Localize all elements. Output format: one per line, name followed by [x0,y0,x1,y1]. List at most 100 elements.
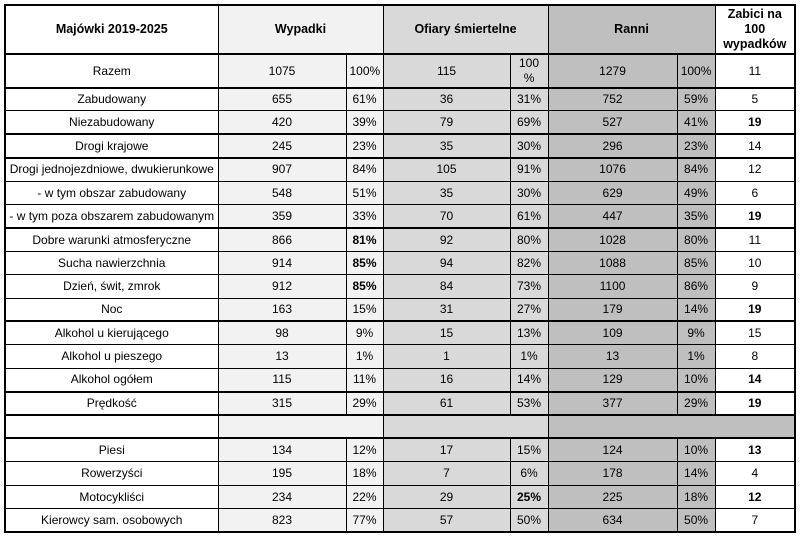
table-row: Drogi jednojezdniowe, dwukierunkowe 907 84… [4,157,796,182]
cell-wypadki-pct: 85% [345,274,384,299]
table-row: Dobre warunki atmosferyczne 866 81% 92 80% 10… [4,227,796,252]
cell-wypadki-pct: 22% [345,484,384,510]
cell-ofiary-pct: 69% [509,110,549,136]
table-row: Piesi 134 12% 17 15% 124 10% 13 [4,437,796,463]
cell-wypadki-value: 115 [217,367,347,393]
cell-wypadki-value: 315 [217,391,347,417]
cell-label: Alkohol u kierującego [4,320,219,346]
spacer-cell [382,414,549,440]
cell-label: Noc [4,297,219,323]
cell-zabici-value: 8 [714,344,796,369]
cell-wypadki-pct: 12% [345,437,384,463]
table-row: - w tym poza obszarem zabudowanym 359 33% 7… [4,203,796,229]
cell-wypadki-value: 548 [217,180,347,206]
cell-wypadki-value: 907 [217,157,347,182]
cell-zabici-value: 12 [714,157,796,182]
cell-ofiary-pct: 30% [509,133,549,159]
spacer-row [4,414,796,440]
cell-wypadki-value: 420 [217,110,347,136]
cell-ofiary-value: 17 [382,437,511,463]
table-row: Zabudowany 655 61% 36 31% 752 59% 5 [4,87,796,112]
cell-ranni-value: 124 [547,437,678,463]
table-row: - w tym obszar zabudowany 548 51% 35 30% 629 4… [4,180,796,206]
cell-wypadki-pct: 51% [345,180,384,206]
cell-ranni-pct: 35% [676,203,716,229]
cell-label: Rowerzyści [4,461,219,486]
cell-zabici-value: 4 [714,461,796,486]
cell-ranni-value: 447 [547,203,678,229]
table-row: Drogi krajowe 245 23% 35 30% 296 23% 14 [4,133,796,159]
cell-ofiary-pct: 31% [509,87,549,112]
cell-ranni-value: 179 [547,297,678,323]
cell-wypadki-value: 359 [217,203,347,229]
cell-ofiary-value: 92 [382,227,511,252]
cell-wypadki-value: 234 [217,484,347,510]
cell-ranni-pct: 86% [676,274,716,299]
cell-ofiary-pct: 15% [509,437,549,463]
cell-ranni-pct: 85% [676,250,716,276]
cell-ofiary-value: 84 [382,274,511,299]
cell-zabici-value: 7 [714,508,796,533]
table-row: Prędkość 315 29% 61 53% 377 29% 19 [4,391,796,417]
cell-zabici-value: 14 [714,367,796,393]
cell-ofiary-value: 70 [382,203,511,229]
cell-ofiary-pct: 1% [509,344,549,369]
table-row: Noc 163 15% 31 27% 179 14% 19 [4,297,796,323]
cell-label: Piesi [4,437,219,463]
cell-ofiary-pct: 91% [509,157,549,182]
cell-ranni-pct: 1% [676,344,716,369]
cell-wypadki-pct: 61% [345,87,384,112]
cell-ofiary-value: 35 [382,133,511,159]
statistics-table: Majówki 2019-2025 Wypadki Ofiary śmierte… [4,4,797,533]
cell-ofiary-value: 35 [382,180,511,206]
cell-ranni-value: 377 [547,391,678,417]
cell-zabici-value: 19 [714,297,796,323]
cell-ranni-value: 13 [547,344,678,369]
cell-label: Drogi jednojezdniowe, dwukierunkowe [4,157,219,182]
cell-ranni-pct: 14% [676,297,716,323]
cell-ofiary-pct: 6% [509,461,549,486]
cell-ranni-value: 634 [547,508,678,533]
cell-wypadki-pct: 85% [345,250,384,276]
cell-zabici-value: 6 [714,180,796,206]
cell-ranni-value: 1100 [547,274,678,299]
spacer-cell [547,414,796,440]
spacer-cell [217,414,384,440]
table-row: Motocykliści 234 22% 29 25% 225 18% 12 [4,484,796,510]
cell-ranni-pct: 50% [676,508,716,533]
header-zabici-column: Zabici na 100 wypadków [714,4,796,55]
cell-ofiary-pct: 25% [509,484,549,510]
cell-ranni-value: 129 [547,367,678,393]
cell-zabici-value: 13 [714,437,796,463]
cell-ranni-value: 1076 [547,157,678,182]
cell-wypadki-pct: 29% [345,391,384,417]
header-ranni-column: Ranni [547,4,716,55]
cell-ofiary-value: 36 [382,87,511,112]
cell-ofiary-value: 7 [382,461,511,486]
cell-ranni-pct: 100% [676,53,716,89]
cell-zabici-value: 15 [714,320,796,346]
cell-wypadki-value: 1075 [217,53,347,89]
cell-ofiary-value: 61 [382,391,511,417]
cell-zabici-value: 9 [714,274,796,299]
table-row: Sucha nawierzchnia 914 85% 94 82% 1088 85% 10 [4,250,796,276]
cell-label: Kierowcy sam. osobowych [4,508,219,533]
cell-wypadki-pct: 11% [345,367,384,393]
table-row: Dzień, świt, zmrok 912 85% 84 73% 1100 86% 9 [4,274,796,299]
cell-ofiary-value: 1 [382,344,511,369]
cell-ranni-value: 296 [547,133,678,159]
cell-wypadki-value: 914 [217,250,347,276]
cell-wypadki-pct: 15% [345,297,384,323]
cell-ranni-value: 752 [547,87,678,112]
cell-zabici-value: 11 [714,227,796,252]
cell-ranni-value: 1028 [547,227,678,252]
table-row: Razem 1075 100% 115 100 % 1279 100% 11 [4,53,796,89]
table-body: Razem 1075 100% 115 100 % 1279 100% 11 Zabudowan… [4,53,796,533]
cell-ranni-pct: 14% [676,461,716,486]
cell-label: Dobre warunki atmosferyczne [4,227,219,252]
cell-zabici-value: 14 [714,133,796,159]
cell-wypadki-pct: 81% [345,227,384,252]
cell-ranni-pct: 10% [676,367,716,393]
cell-label: Drogi krajowe [4,133,219,159]
